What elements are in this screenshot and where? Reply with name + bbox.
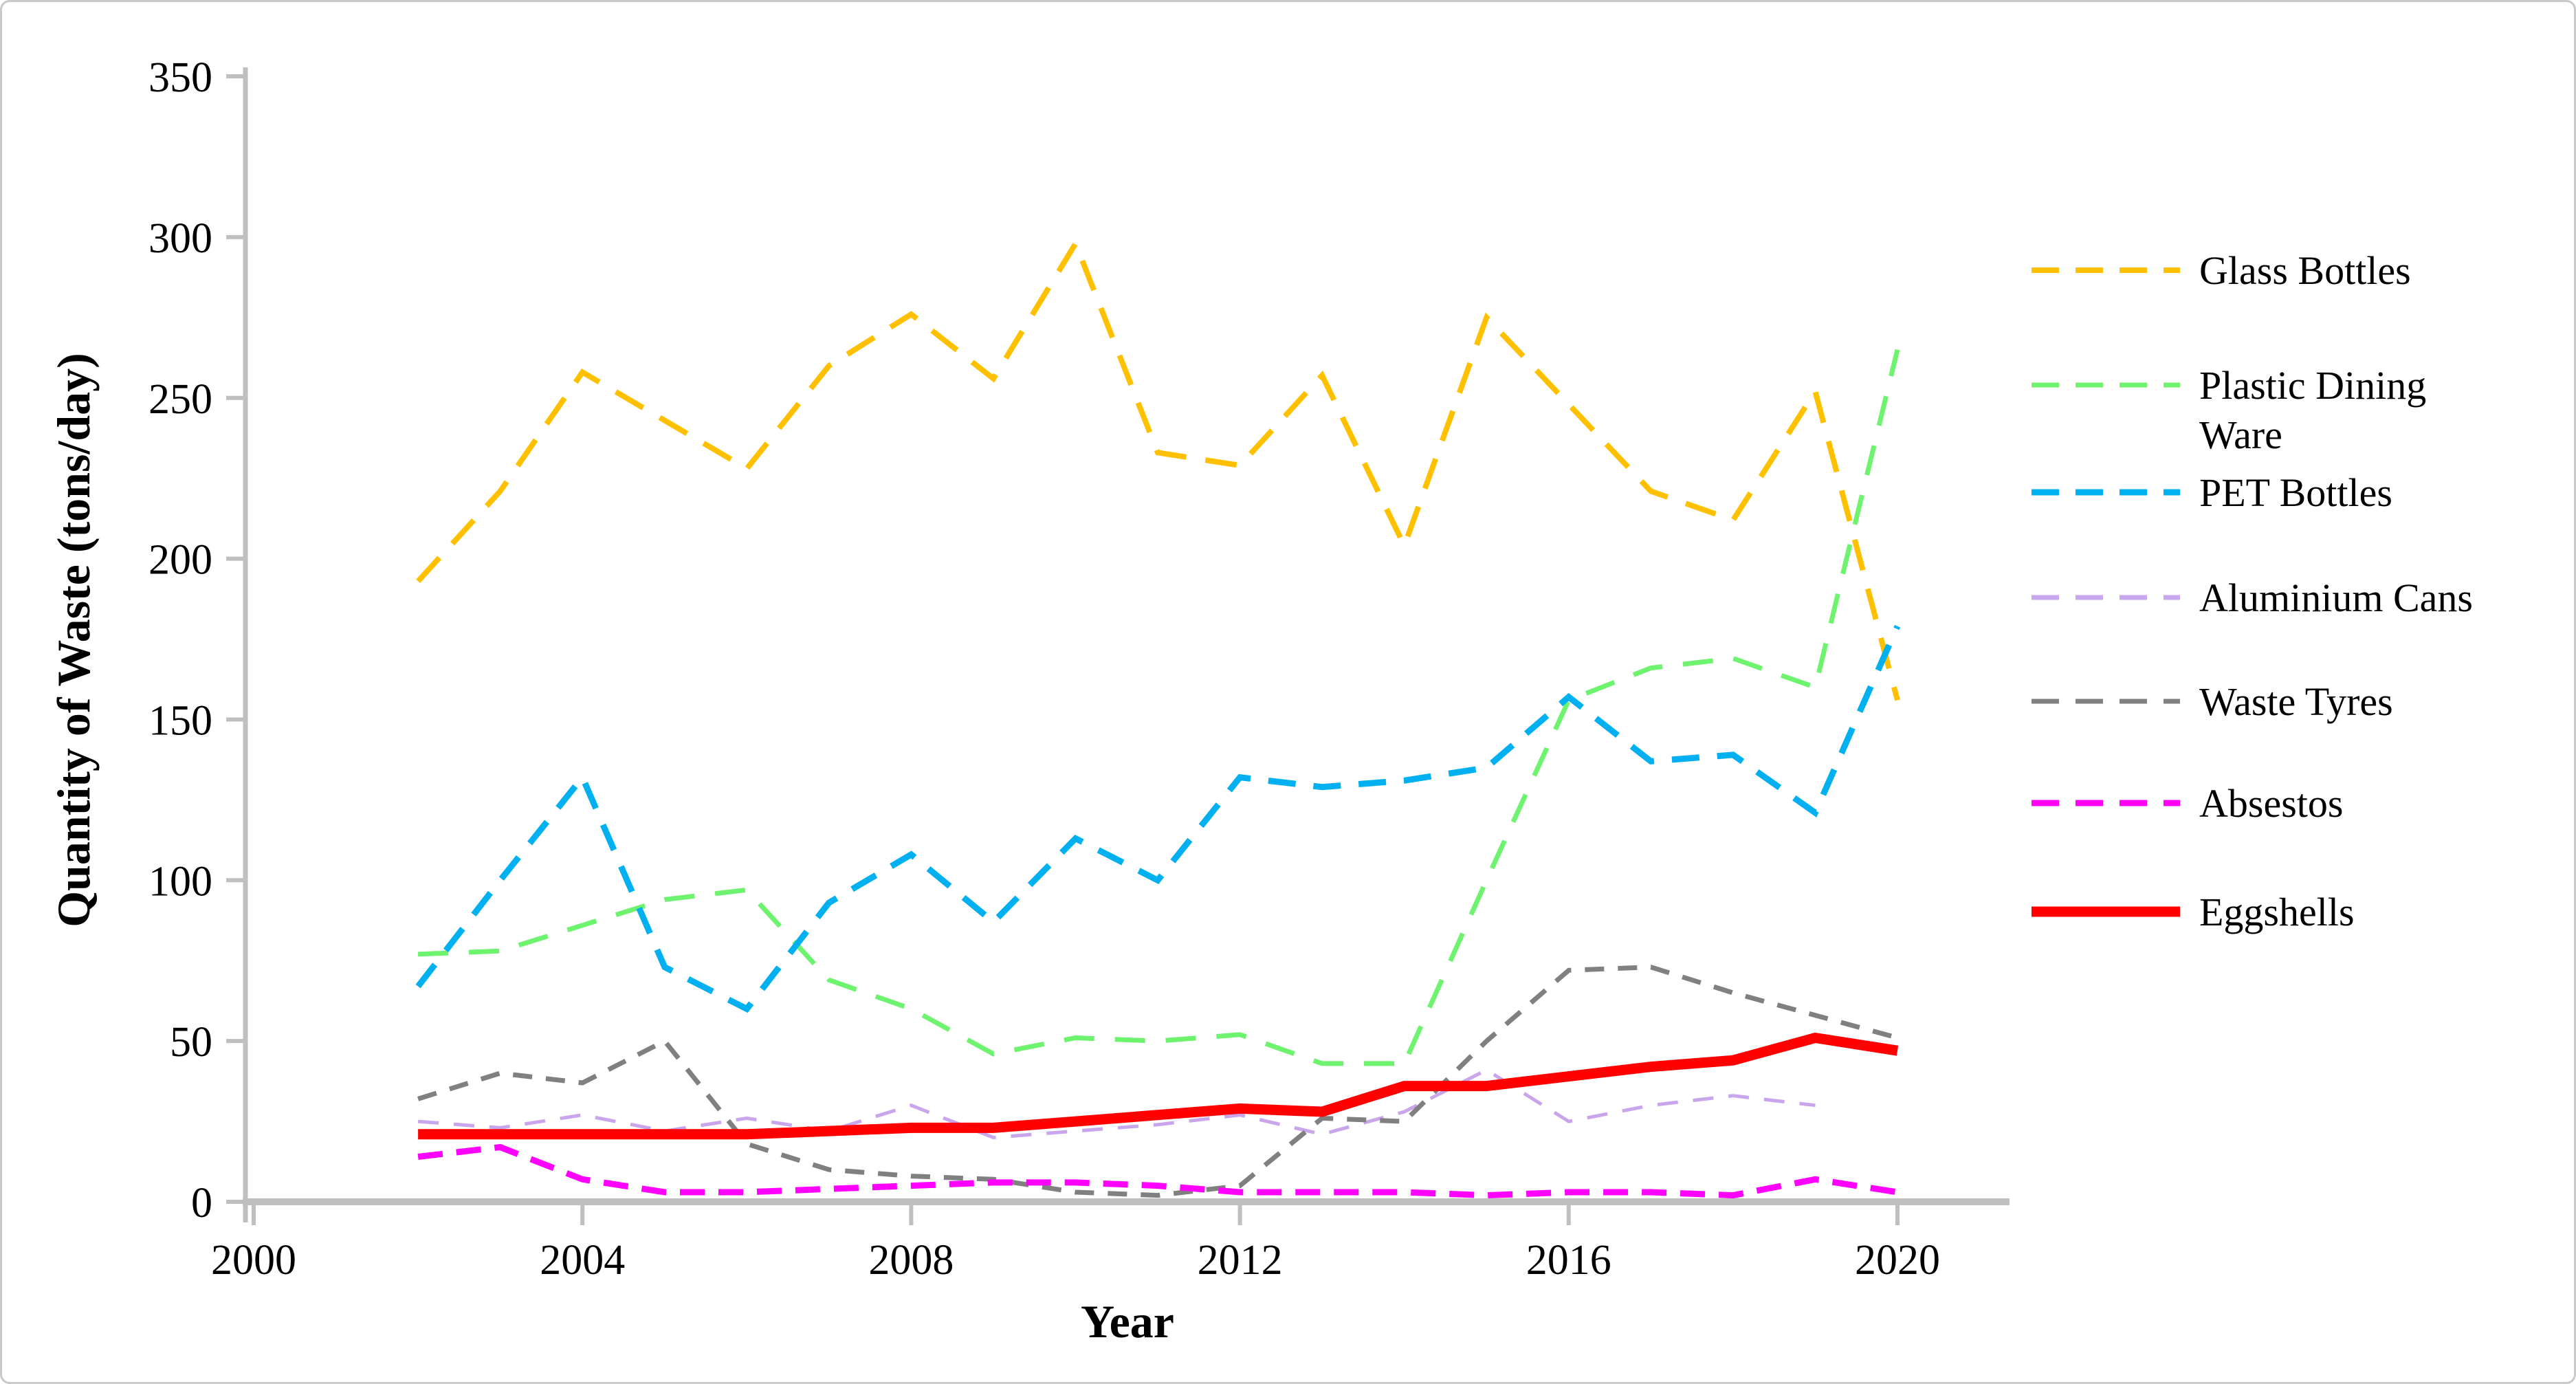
series-line-absestos [417, 1143, 1898, 1199]
series-line-eggshells [418, 1032, 1899, 1140]
series-line-plastic-dining-ware [417, 349, 1900, 1066]
x-axis-title: Year [1081, 1295, 1174, 1348]
y-tick-label: 300 [148, 215, 212, 262]
y-tick-label: 100 [148, 858, 212, 905]
series-line-pet-bottles [415, 624, 1901, 1013]
y-tick-label: 350 [148, 54, 212, 101]
legend-label-pet-bottles: PET Bottles [2199, 470, 2392, 515]
y-tick-label: 150 [148, 697, 212, 744]
series-line-waste-tyres [417, 965, 1898, 1198]
x-tick-label: 2004 [540, 1237, 625, 1284]
legend-label-absestos: Absestos [2199, 781, 2343, 826]
x-tick-label: 2012 [1198, 1237, 1283, 1284]
x-tick-label: 2020 [1855, 1237, 1940, 1284]
y-tick-label: 0 [191, 1180, 212, 1227]
legend-label-plastic-dining-ware: Ware [2199, 413, 2282, 457]
legend-label-plastic-dining-ware: Plastic Dining [2199, 363, 2426, 408]
y-tick-label: 200 [148, 537, 212, 584]
x-tick-label: 2016 [1526, 1237, 1611, 1284]
legend-label-aluminium-cans: Aluminium Cans [2199, 575, 2473, 620]
series-line-glass-bottles [416, 237, 1900, 701]
series-line-aluminium-cans [417, 1068, 1816, 1140]
y-axis-title: Quantity of Waste (tons/day) [47, 353, 100, 927]
legend-label-waste-tyres: Waste Tyres [2199, 679, 2393, 724]
y-tick-label: 50 [170, 1019, 212, 1066]
legend-label-glass-bottles: Glass Bottles [2199, 248, 2411, 293]
legend-label-eggshells: Eggshells [2199, 890, 2355, 934]
x-tick-label: 2000 [211, 1237, 296, 1284]
x-tick-label: 2008 [868, 1237, 954, 1284]
y-tick-label: 250 [148, 376, 212, 423]
